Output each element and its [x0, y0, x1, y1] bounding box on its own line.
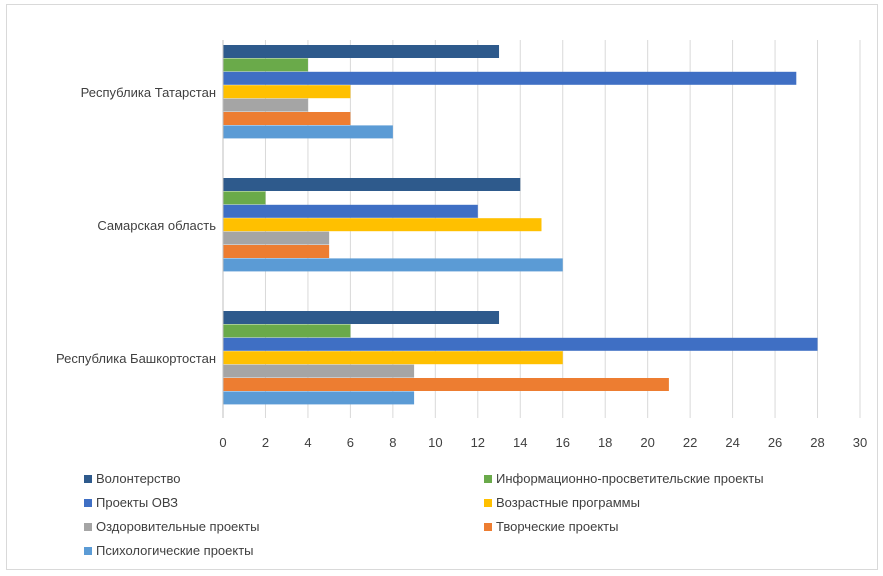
bar-3-5: [223, 364, 415, 378]
bar-1-4: [223, 85, 351, 99]
x-tick-label-28: 28: [810, 435, 824, 450]
category-labels: Республика Татарстан Самарская область Рес…: [56, 85, 216, 366]
bars: [223, 45, 818, 405]
bar-2-1: [223, 178, 521, 191]
x-tick-label-20: 20: [640, 435, 654, 450]
bar-3-7: [223, 391, 415, 405]
bar-1-5: [223, 98, 308, 112]
x-tick-label-14: 14: [513, 435, 527, 450]
bar-1-6: [223, 112, 351, 125]
bar-2-3: [223, 204, 478, 218]
bar-2-7: [223, 258, 563, 272]
bar-1-1: [223, 45, 500, 58]
x-tick-label-6: 6: [347, 435, 354, 450]
bar-2-2: [223, 191, 266, 205]
category-label-1: Республика Татарстан: [81, 85, 216, 100]
x-tick-labels: 0 2 4 6 8 10 12 14 16 18 20 22 24 26 28 30: [219, 435, 867, 450]
legend-label-5: Оздоровительные проекты: [96, 519, 259, 534]
legend: Волонтерство Информационно-просветительск…: [84, 471, 764, 558]
legend-swatch-4: [484, 499, 492, 507]
legend-label-1: Волонтерство: [96, 471, 180, 486]
x-tick-label-10: 10: [428, 435, 442, 450]
bar-2-5: [223, 231, 330, 245]
category-label-3: Республика Башкортостан: [56, 351, 216, 366]
bar-3-2: [223, 324, 351, 338]
legend-swatch-7: [84, 547, 92, 555]
bar-2-6: [223, 245, 330, 258]
legend-label-2: Информационно-просветительские проекты: [496, 471, 764, 486]
legend-label-7: Психологические проекты: [96, 543, 254, 558]
x-tick-label-18: 18: [598, 435, 612, 450]
legend-label-6: Творческие проекты: [496, 519, 618, 534]
bar-1-3: [223, 71, 797, 85]
x-tick-label-4: 4: [304, 435, 311, 450]
legend-label-4: Возрастные программы: [496, 495, 640, 510]
x-tick-label-22: 22: [683, 435, 697, 450]
x-tick-label-12: 12: [471, 435, 485, 450]
legend-swatch-6: [484, 523, 492, 531]
category-label-2: Самарская область: [97, 218, 216, 233]
bar-3-4: [223, 351, 563, 365]
x-tick-label-24: 24: [725, 435, 739, 450]
x-tick-label-2: 2: [262, 435, 269, 450]
bar-1-7: [223, 125, 393, 139]
x-tick-label-26: 26: [768, 435, 782, 450]
x-tick-label-30: 30: [853, 435, 867, 450]
bar-3-3: [223, 337, 818, 351]
legend-swatch-3: [84, 499, 92, 507]
bar-3-6: [223, 378, 669, 391]
x-tick-label-16: 16: [555, 435, 569, 450]
x-tick-label-8: 8: [389, 435, 396, 450]
bar-3-1: [223, 311, 500, 324]
bar-1-2: [223, 58, 308, 72]
legend-swatch-5: [84, 523, 92, 531]
legend-swatch-1: [84, 475, 92, 483]
legend-swatch-2: [484, 475, 492, 483]
legend-label-3: Проекты ОВЗ: [96, 495, 178, 510]
bar-2-4: [223, 218, 542, 232]
x-tick-label-0: 0: [219, 435, 226, 450]
